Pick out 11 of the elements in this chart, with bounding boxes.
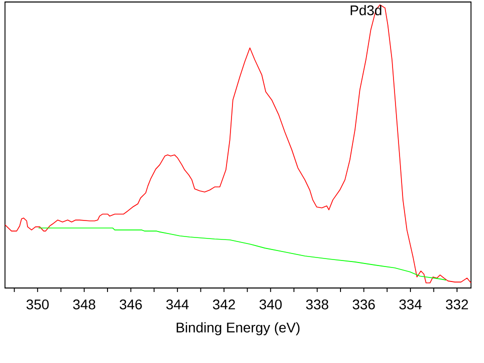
x-tick-label: 338: [306, 300, 328, 310]
x-tick-label: 342: [212, 300, 235, 310]
x-tick-label: 332: [446, 300, 468, 310]
x-tick-label: 334: [399, 300, 422, 310]
x-tick-label: 346: [120, 300, 142, 310]
x-tick-label: 336: [352, 300, 375, 310]
x-axis-title: Binding Energy (eV): [176, 322, 300, 336]
x-tick-label: 340: [260, 300, 282, 310]
x-tick-label: 344: [166, 300, 189, 310]
x-tick-label: 348: [73, 300, 96, 310]
x-tick-label: 350: [26, 300, 49, 310]
